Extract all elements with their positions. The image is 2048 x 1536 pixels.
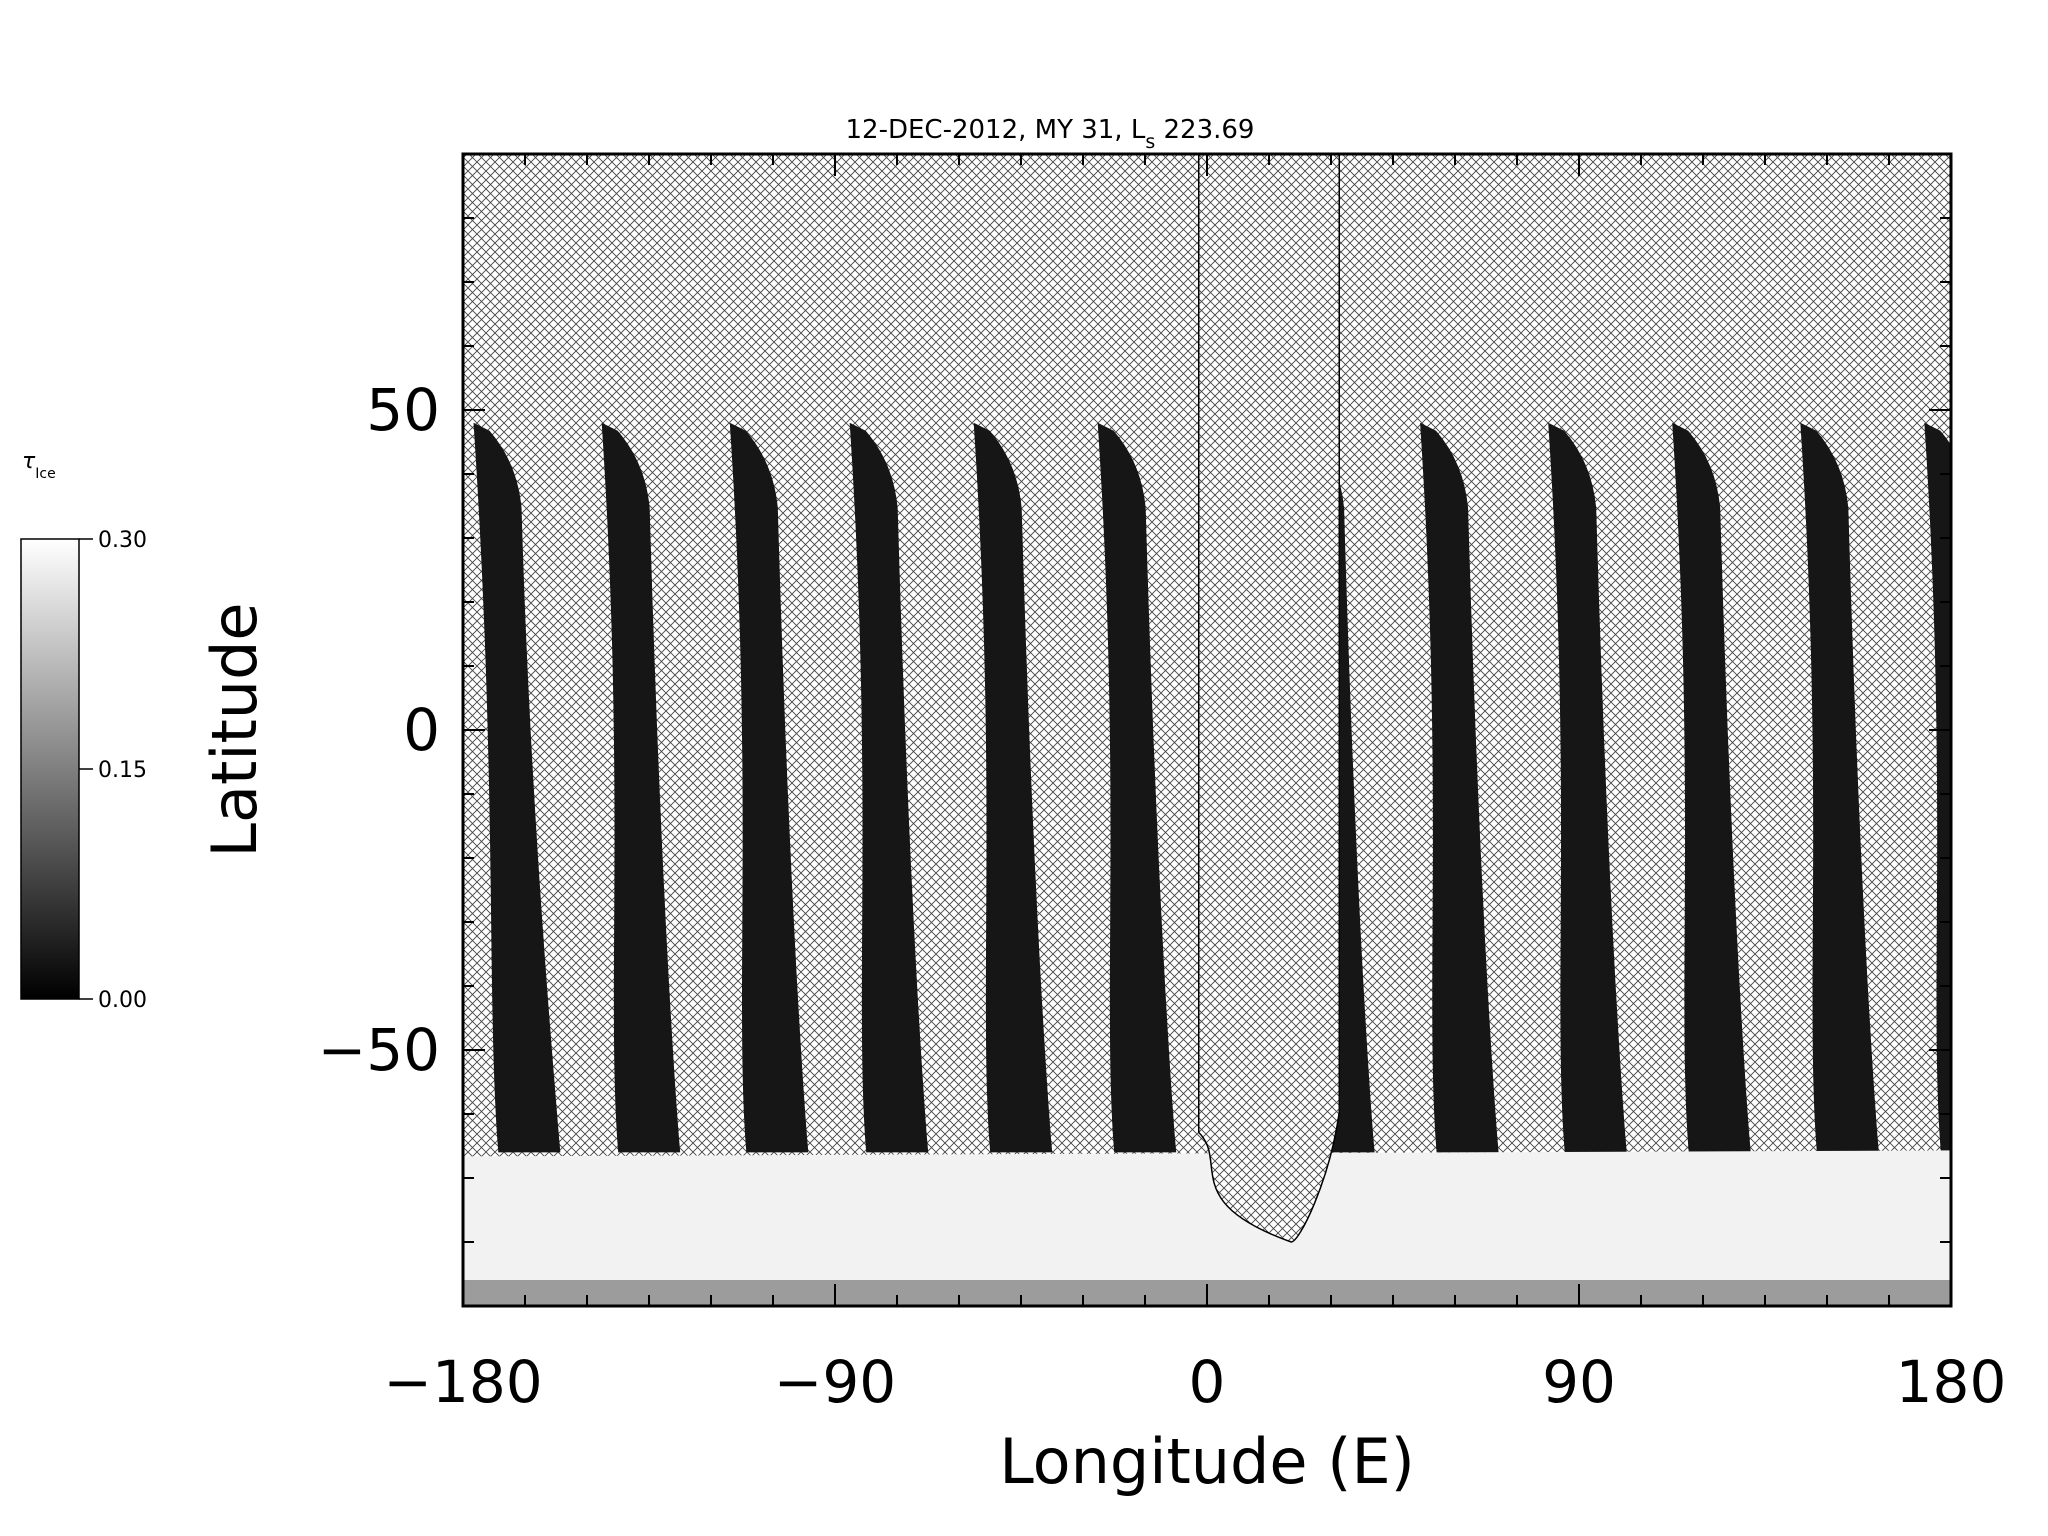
colorbar-gradient xyxy=(20,538,80,1000)
colorbar-tick-label: 0.30 xyxy=(98,528,147,553)
title-value: 223.69 xyxy=(1164,115,1255,145)
x-tick-label: 0 xyxy=(1189,1348,1226,1416)
colorbar-ticks: 0.00 0.15 0.30 xyxy=(79,528,147,1013)
x-tick-label: −180 xyxy=(383,1348,542,1416)
swath-12 xyxy=(1924,422,1951,1153)
title-main: 12-DEC-2012, MY 31, L xyxy=(846,115,1146,145)
swath-8 xyxy=(1420,422,1499,1153)
colorbar-label: τIce xyxy=(22,449,56,482)
x-axis-label: Longitude (E) xyxy=(999,1425,1415,1498)
swath-4 xyxy=(849,422,929,1153)
polar-ice-band xyxy=(463,1150,1951,1306)
y-axis-label: Latitude xyxy=(198,602,271,857)
swath-6 xyxy=(1097,422,1177,1153)
y-tick-label: 0 xyxy=(403,696,440,764)
swath-1 xyxy=(473,422,561,1153)
swath-3 xyxy=(729,422,809,1153)
colorbar: τIce 0.00 0.15 0.30 xyxy=(20,449,147,1013)
y-tick-label: −50 xyxy=(318,1016,440,1084)
colorbar-tick-label: 0.00 xyxy=(98,988,147,1013)
data-gap-lobe xyxy=(1197,154,1341,1243)
x-tick-label: −90 xyxy=(774,1348,896,1416)
y-tick-label: 50 xyxy=(366,376,440,444)
colorbar-symbol: τ xyxy=(22,449,36,474)
swath-9 xyxy=(1548,422,1627,1153)
x-tick-label: 90 xyxy=(1542,1348,1616,1416)
swath-10 xyxy=(1672,422,1751,1153)
title-subscript: s xyxy=(1145,131,1155,153)
swath-5 xyxy=(973,422,1053,1153)
swath-2 xyxy=(601,422,681,1153)
colorbar-tick-label: 0.15 xyxy=(98,758,147,783)
swath-11 xyxy=(1800,422,1879,1153)
plot-area xyxy=(463,154,1951,1306)
axis-ticks: −180 −90 0 90 180 −50 0 50 xyxy=(318,153,2007,1416)
chart-title: 12-DEC-2012, MY 31, Ls 223.69 xyxy=(846,115,1255,153)
x-tick-label: 180 xyxy=(1896,1348,2007,1416)
colorbar-subscript: Ice xyxy=(35,466,55,482)
